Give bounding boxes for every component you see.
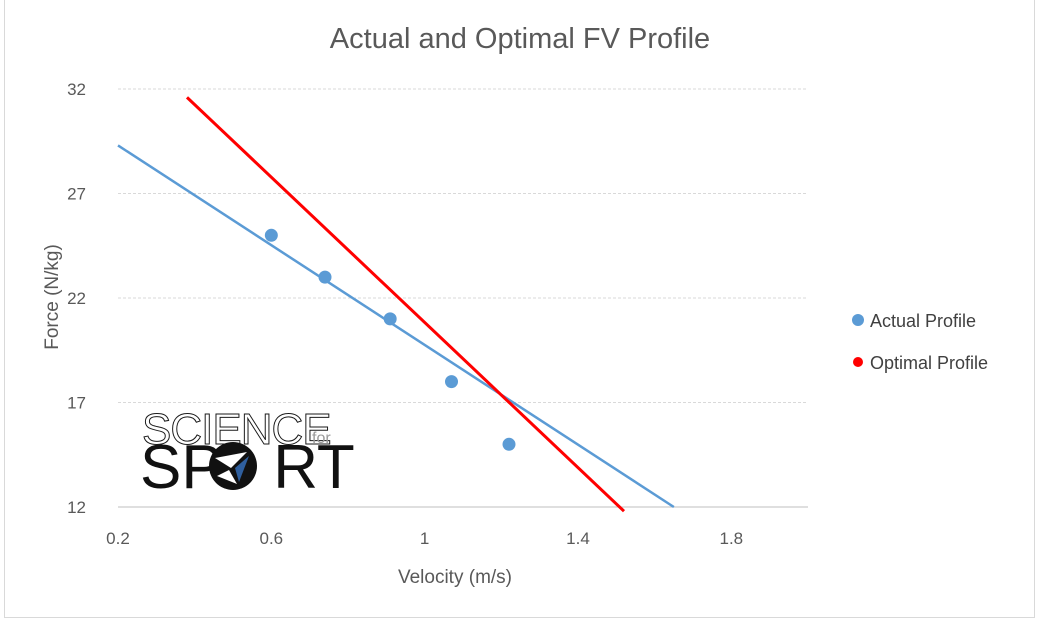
- actual-profile-point: [318, 270, 332, 284]
- logo-for-text: for: [312, 430, 331, 447]
- y-axis-ticks: 12 17 22 27 32: [67, 80, 86, 517]
- x-axis-ticks: 0.2 0.6 1 1.4 1.8: [106, 529, 743, 548]
- series-layer: [117, 96, 675, 513]
- legend-marker-optimal: [853, 357, 863, 367]
- x-tick-label: 1.4: [566, 529, 590, 548]
- y-tick-label: 27: [67, 185, 86, 204]
- legend-label-actual: Actual Profile: [870, 311, 976, 331]
- logo-o-emblem-icon: [209, 442, 257, 490]
- actual-profile-point: [502, 437, 516, 451]
- optimal-profile-line: [185, 96, 626, 513]
- y-axis-title: Force (N/kg): [42, 244, 63, 350]
- actual-profile-point: [445, 375, 458, 389]
- legend-marker-actual: [852, 314, 864, 326]
- grid: [118, 88, 808, 508]
- chart-frame: [4, 0, 1035, 618]
- y-tick-label: 32: [67, 80, 86, 99]
- x-tick-label: 0.2: [106, 529, 130, 548]
- actual-profile-point: [383, 312, 397, 326]
- legend: Actual Profile Optimal Profile: [852, 311, 988, 373]
- actual-profile-point: [264, 228, 278, 242]
- x-tick-label: 0.6: [260, 529, 284, 548]
- y-tick-label: 12: [67, 498, 86, 517]
- legend-item-optimal-profile: Optimal Profile: [853, 353, 988, 373]
- y-tick-label: 22: [67, 289, 86, 308]
- actual-trendline: [117, 144, 675, 509]
- chart-title: Actual and Optimal FV Profile: [330, 23, 710, 55]
- legend-label-optimal: Optimal Profile: [870, 353, 988, 373]
- x-axis-title: Velocity (m/s): [398, 567, 512, 588]
- science-for-sport-logo: SCIENCE for SP RT: [140, 405, 355, 503]
- legend-item-actual-profile: Actual Profile: [852, 311, 976, 331]
- x-tick-label: 1: [420, 529, 429, 548]
- y-tick-label: 17: [67, 394, 86, 413]
- x-tick-label: 1.8: [720, 529, 744, 548]
